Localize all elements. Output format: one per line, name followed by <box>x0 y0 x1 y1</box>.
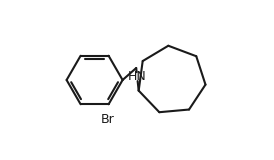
Text: HN: HN <box>128 70 147 83</box>
Text: Br: Br <box>101 113 115 126</box>
